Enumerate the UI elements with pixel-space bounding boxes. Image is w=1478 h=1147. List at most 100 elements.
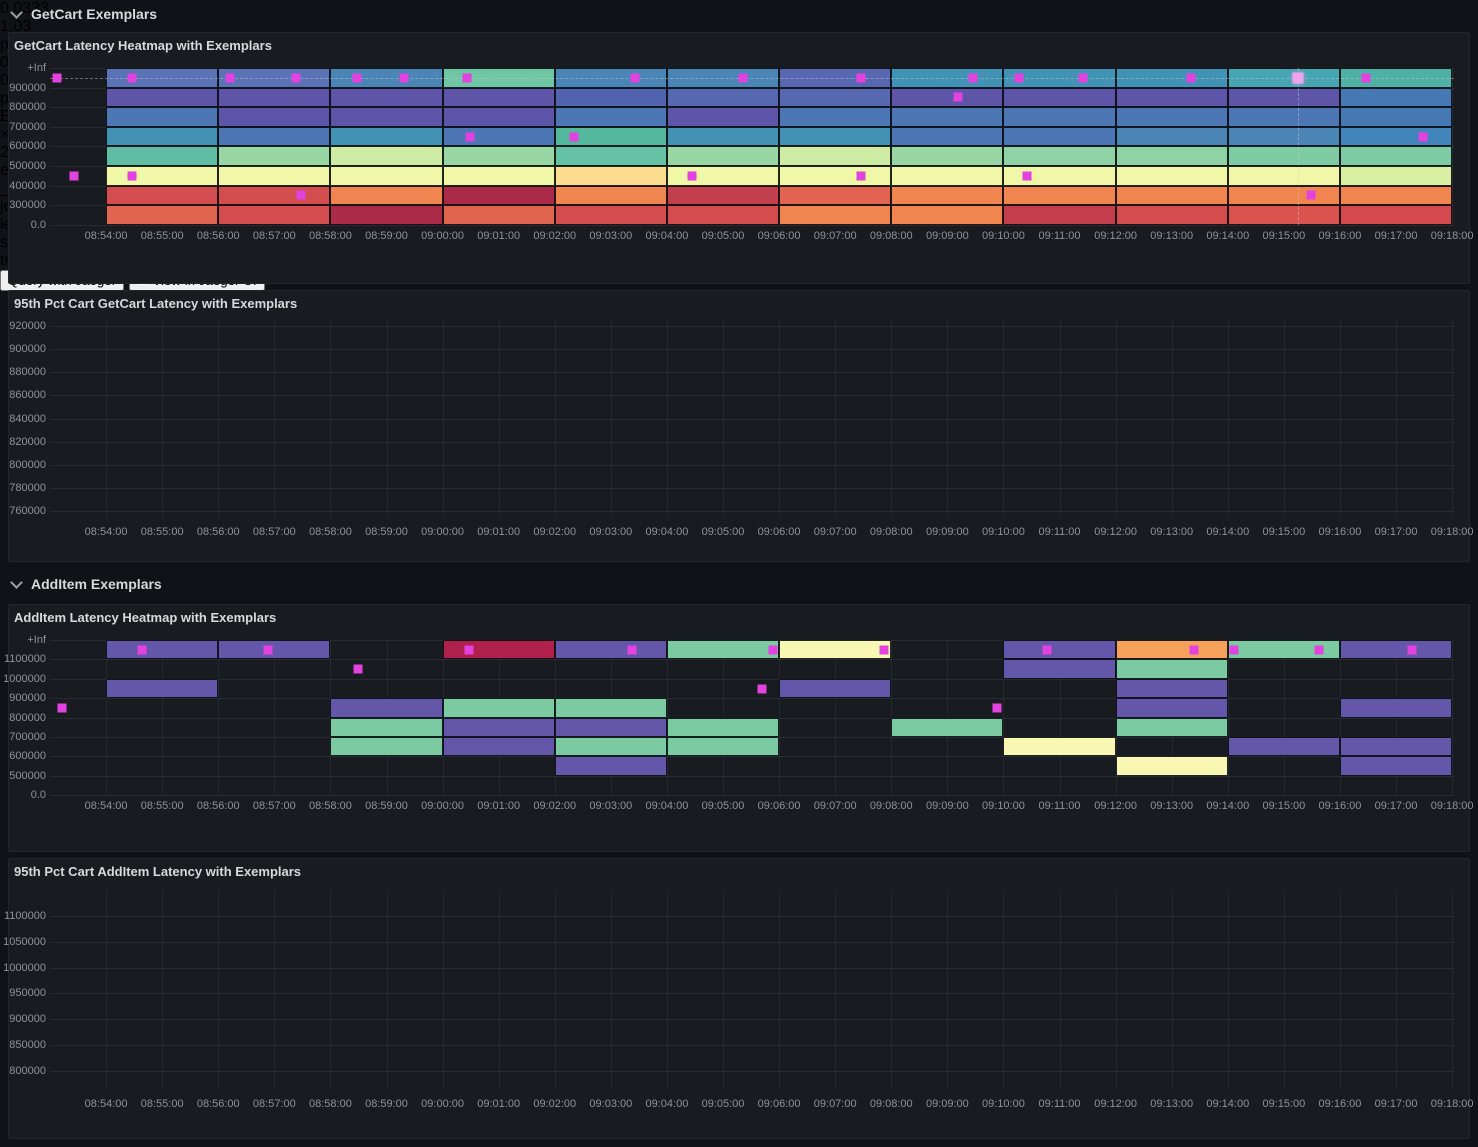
grid-line: [106, 890, 108, 1090]
heatmap-cell: [666, 185, 780, 206]
grid-line: [274, 318, 276, 518]
exemplar-marker[interactable]: [352, 73, 362, 83]
section-header-getcart[interactable]: GetCart Exemplars: [10, 5, 157, 22]
exemplar-marker[interactable]: [465, 132, 475, 142]
x-tick-label: 09:06:00: [757, 526, 801, 538]
exemplar-marker[interactable]: [879, 645, 889, 655]
heatmap-cell: [666, 166, 780, 186]
panel-title: 95th Pct Cart AddItem Latency with Exemp…: [14, 864, 302, 879]
x-tick-label: 08:59:00: [365, 526, 408, 538]
exemplar-marker[interactable]: [1229, 645, 1239, 655]
exemplar-marker[interactable]: [738, 73, 748, 83]
exemplar-marker[interactable]: [137, 645, 147, 655]
y-axis-label: 0.0: [30, 218, 46, 231]
grid-line: [666, 890, 668, 1090]
exemplar-marker[interactable]: [225, 73, 235, 83]
grid-line: [1003, 640, 1005, 796]
exemplar-marker[interactable]: [291, 73, 301, 83]
y-axis-label: 900000: [9, 343, 46, 356]
grid-line: [891, 890, 893, 1090]
exemplar-marker[interactable]: [627, 645, 637, 655]
exemplar-marker[interactable]: [1189, 645, 1199, 655]
grid-line: [50, 1070, 1454, 1072]
exemplar-marker[interactable]: [1078, 73, 1088, 83]
exemplar-marker[interactable]: [856, 171, 866, 181]
grid-line: [1283, 318, 1285, 518]
exemplar-marker[interactable]: [69, 171, 79, 181]
y-axis-label: 850000: [9, 1039, 46, 1052]
grid-line: [1396, 318, 1398, 518]
section-header-additem[interactable]: AddItem Exemplars: [10, 575, 162, 592]
x-tick-label: 09:07:00: [813, 800, 857, 812]
heatmap-cell: [1115, 166, 1228, 186]
x-tick-label: 09:14:00: [1206, 230, 1250, 242]
heatmap-cell: [106, 126, 219, 147]
exemplar-marker[interactable]: [353, 664, 363, 674]
exemplar-marker[interactable]: [1407, 645, 1417, 655]
x-tick-label: 09:08:00: [869, 800, 913, 812]
grid-line: [947, 890, 949, 1090]
exemplar-marker[interactable]: [856, 73, 866, 83]
grid-line: [1339, 318, 1341, 518]
selected-exemplar-marker[interactable]: [1292, 72, 1304, 84]
exemplar-guide-line: [50, 77, 1454, 79]
exemplar-marker[interactable]: [464, 645, 474, 655]
exemplar-marker[interactable]: [57, 703, 67, 713]
heatmap-cell: [666, 126, 780, 147]
x-tick-label: 09:13:00: [1150, 526, 1194, 538]
heatmap-cell: [666, 87, 780, 108]
exemplar-marker[interactable]: [992, 703, 1002, 713]
exemplar-marker[interactable]: [953, 92, 963, 102]
exemplar-marker[interactable]: [768, 645, 778, 655]
exemplar-marker[interactable]: [1314, 645, 1324, 655]
x-tick-label: 09:12:00: [1094, 1098, 1138, 1110]
heatmap-cell: [442, 737, 555, 757]
close-icon[interactable]: ×: [0, 126, 10, 143]
exemplar-marker[interactable]: [1022, 171, 1032, 181]
exemplar-marker[interactable]: [127, 73, 137, 83]
heatmap-cell: [1339, 87, 1453, 108]
exemplar-marker[interactable]: [127, 171, 137, 181]
grid-line: [1003, 318, 1005, 518]
grid-line: [442, 318, 444, 518]
exemplar-marker[interactable]: [1418, 132, 1428, 142]
heatmap-cell: [1339, 756, 1453, 776]
heatmap-cell: [330, 87, 443, 108]
x-tick-label: 09:04:00: [645, 800, 689, 812]
grid-line: [50, 349, 1454, 351]
x-tick-label: 09:12:00: [1094, 800, 1138, 812]
heatmap-cell: [330, 737, 443, 757]
exemplar-marker[interactable]: [1014, 73, 1024, 83]
heatmap-cell: [330, 126, 443, 147]
exemplar-marker[interactable]: [687, 171, 697, 181]
heatmap-cell: [330, 146, 443, 166]
exemplar-marker[interactable]: [1361, 73, 1371, 83]
exemplar-marker[interactable]: [52, 73, 62, 83]
y-axis-label: 780000: [9, 481, 46, 494]
exemplar-marker[interactable]: [1186, 73, 1196, 83]
exemplar-marker[interactable]: [263, 645, 273, 655]
x-tick-label: 08:58:00: [309, 230, 352, 242]
heatmap-cell: [1115, 107, 1228, 127]
exemplar-marker[interactable]: [1042, 645, 1052, 655]
x-tick-label: 09:15:00: [1262, 526, 1306, 538]
x-tick-label: 09:11:00: [1038, 1098, 1081, 1110]
heatmap-cell: [442, 640, 555, 660]
heatmap-cell: [1227, 205, 1340, 225]
exemplar-marker[interactable]: [462, 73, 472, 83]
y-axis-label: 800000: [9, 1064, 46, 1077]
x-tick-label: 09:09:00: [925, 526, 969, 538]
exemplar-marker[interactable]: [569, 132, 579, 142]
grid-line: [218, 890, 220, 1090]
heatmap-cell: [1227, 185, 1340, 206]
heatmap-cell: [218, 146, 331, 166]
heatmap-cell: [1003, 185, 1116, 206]
heatmap-cell: [106, 640, 219, 660]
exemplar-marker[interactable]: [630, 73, 640, 83]
exemplar-marker[interactable]: [1306, 190, 1316, 200]
exemplar-marker[interactable]: [296, 190, 306, 200]
exemplar-marker[interactable]: [757, 684, 767, 693]
grid-line: [1396, 890, 1398, 1090]
exemplar-marker[interactable]: [399, 73, 409, 83]
exemplar-marker[interactable]: [968, 73, 978, 83]
